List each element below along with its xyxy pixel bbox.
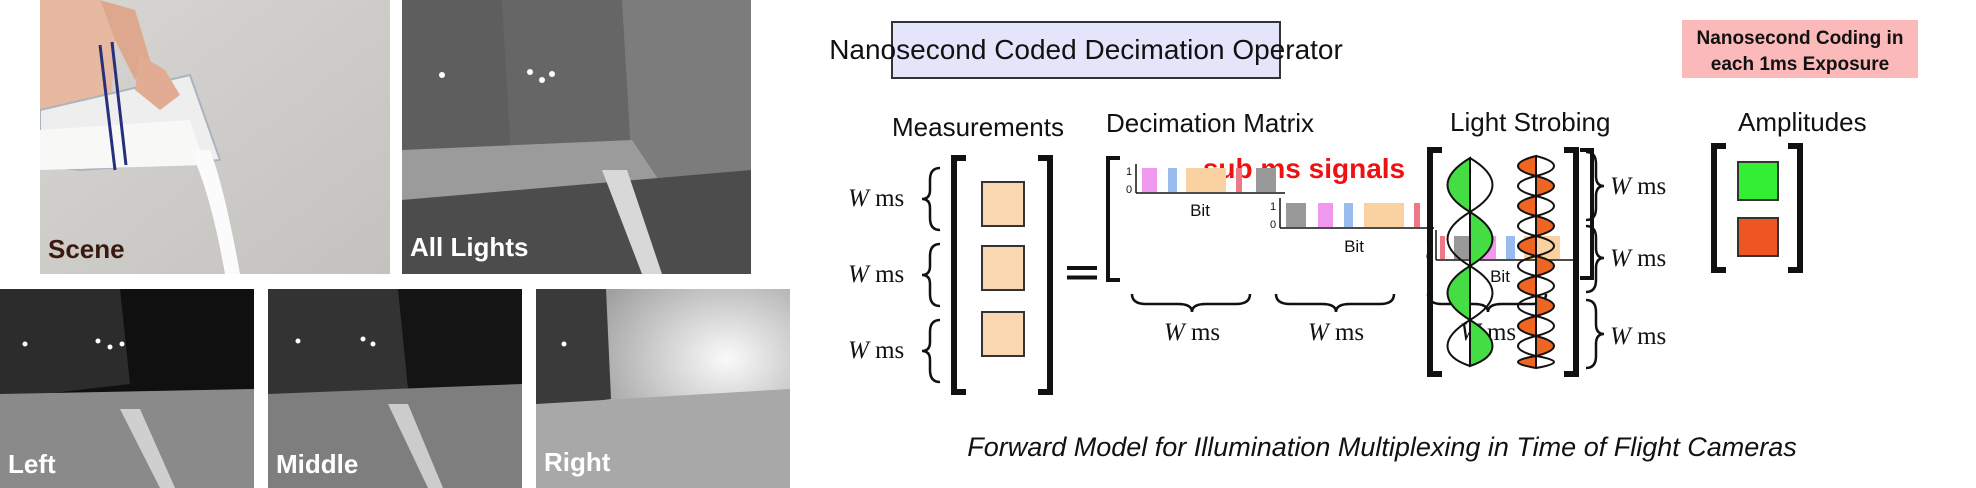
measurement-brace-2 [921, 242, 941, 308]
matrix-left-bracket [1106, 156, 1120, 282]
coded-decimation-diagram: Nanosecond Coded Decimation Operator Nan… [830, 20, 1918, 462]
left-label: Left [8, 449, 56, 479]
code-block-1: 1 0 Bit [1126, 164, 1285, 220]
matrix-w-label-1: W ms [1164, 319, 1220, 346]
strobing-brace-3 [1585, 298, 1605, 370]
code-bar [1506, 236, 1515, 259]
strobing-brace-1 [1585, 150, 1605, 222]
code-bar [1344, 203, 1353, 227]
middle-photo: Middle [268, 289, 522, 488]
title-box [891, 21, 1281, 79]
code-bar [1186, 168, 1226, 192]
right-label: Right [544, 447, 611, 477]
code-bar [1256, 168, 1276, 192]
code-bar [1236, 168, 1242, 192]
middle-label: Middle [276, 449, 359, 479]
matrix-brace-1 [1130, 293, 1252, 313]
measurement-brace-1 [921, 166, 941, 232]
scene-photo: Scene [40, 0, 390, 274]
green-strobe-outline [1446, 157, 1494, 367]
measurement-w-label-1: W ms [848, 185, 904, 212]
code-bar [1364, 203, 1404, 227]
note-line-2: each 1ms Exposure [1711, 54, 1889, 75]
svg-text:Bit: Bit [1344, 237, 1364, 256]
scene-label: Scene [48, 234, 125, 264]
measurement-box-3 [981, 311, 1025, 357]
all-lights-label: All Lights [410, 232, 529, 262]
amplitude-orange-box [1737, 217, 1779, 257]
amplitude-right-bracket [1788, 143, 1803, 273]
amplitude-left-bracket [1711, 143, 1726, 273]
matrix-brace-3 [1426, 293, 1548, 313]
svg-text:Bit: Bit [1490, 267, 1510, 286]
strobing-w-label-2: W ms [1610, 245, 1666, 272]
svg-text:W ms: W ms [848, 337, 904, 364]
code-bar [1286, 203, 1306, 227]
svg-text:W ms: W ms [848, 185, 904, 212]
code-bar [1440, 236, 1445, 259]
svg-text:W ms: W ms [848, 261, 904, 288]
code-block-2: 1 0 Bit [1270, 198, 1434, 256]
left-photo: Left [0, 289, 254, 488]
svg-text:0: 0 [1270, 219, 1276, 231]
code-bar [1168, 168, 1177, 192]
matrix-brace-2 [1274, 293, 1396, 313]
code-bar [1414, 203, 1420, 227]
strobing-w-label-1: W ms [1610, 173, 1666, 200]
orange-strobe-wave [1517, 154, 1555, 370]
code-bar [1142, 168, 1157, 192]
svg-text:Bit: Bit [1190, 201, 1210, 220]
measurement-w-label-3: W ms [848, 337, 904, 364]
decimation-matrix-heading: Decimation Matrix [1106, 108, 1314, 138]
svg-text:1: 1 [1270, 201, 1276, 213]
sub-ms-signals-label: sub ms signals [1203, 153, 1405, 184]
strobing-brace-2 [1585, 224, 1605, 294]
diagram-caption: Forward Model for Illumination Multiplex… [967, 432, 1797, 462]
orange-strobe-outline [1517, 155, 1555, 369]
right-photo: Right [536, 289, 790, 488]
svg-text:0: 0 [1126, 184, 1132, 196]
strobing-w-label-3: W ms [1610, 323, 1666, 350]
diagram-title: Nanosecond Coded Decimation Operator [830, 34, 1343, 65]
all-lights-photo: All Lights [402, 0, 751, 274]
measurement-left-bracket [951, 155, 966, 395]
amplitude-green-box [1737, 161, 1779, 201]
note-box [1682, 20, 1918, 78]
measurements-heading: Measurements [892, 112, 1064, 142]
code-bar [1318, 203, 1333, 227]
light-strobing-heading: Light Strobing [1450, 107, 1610, 137]
note-line-1: Nanosecond Coding in [1697, 28, 1904, 49]
measurement-right-bracket [1038, 155, 1053, 395]
matrix-w-label-2: W ms [1308, 319, 1364, 346]
amplitudes-heading: Amplitudes [1738, 107, 1867, 137]
green-strobe-wave [1446, 156, 1494, 368]
matrix-right-bracket [1580, 148, 1594, 280]
measurement-box-2 [981, 245, 1025, 291]
code-bar [1454, 236, 1472, 259]
strobing-right-bracket [1564, 147, 1579, 377]
measurement-brace-3 [921, 318, 941, 384]
equals-sign: = [1062, 244, 1102, 300]
strobing-left-bracket [1427, 147, 1442, 377]
svg-text:1: 1 [1126, 166, 1132, 178]
measurement-w-label-2: W ms [848, 261, 904, 288]
measurement-box-1 [981, 181, 1025, 227]
